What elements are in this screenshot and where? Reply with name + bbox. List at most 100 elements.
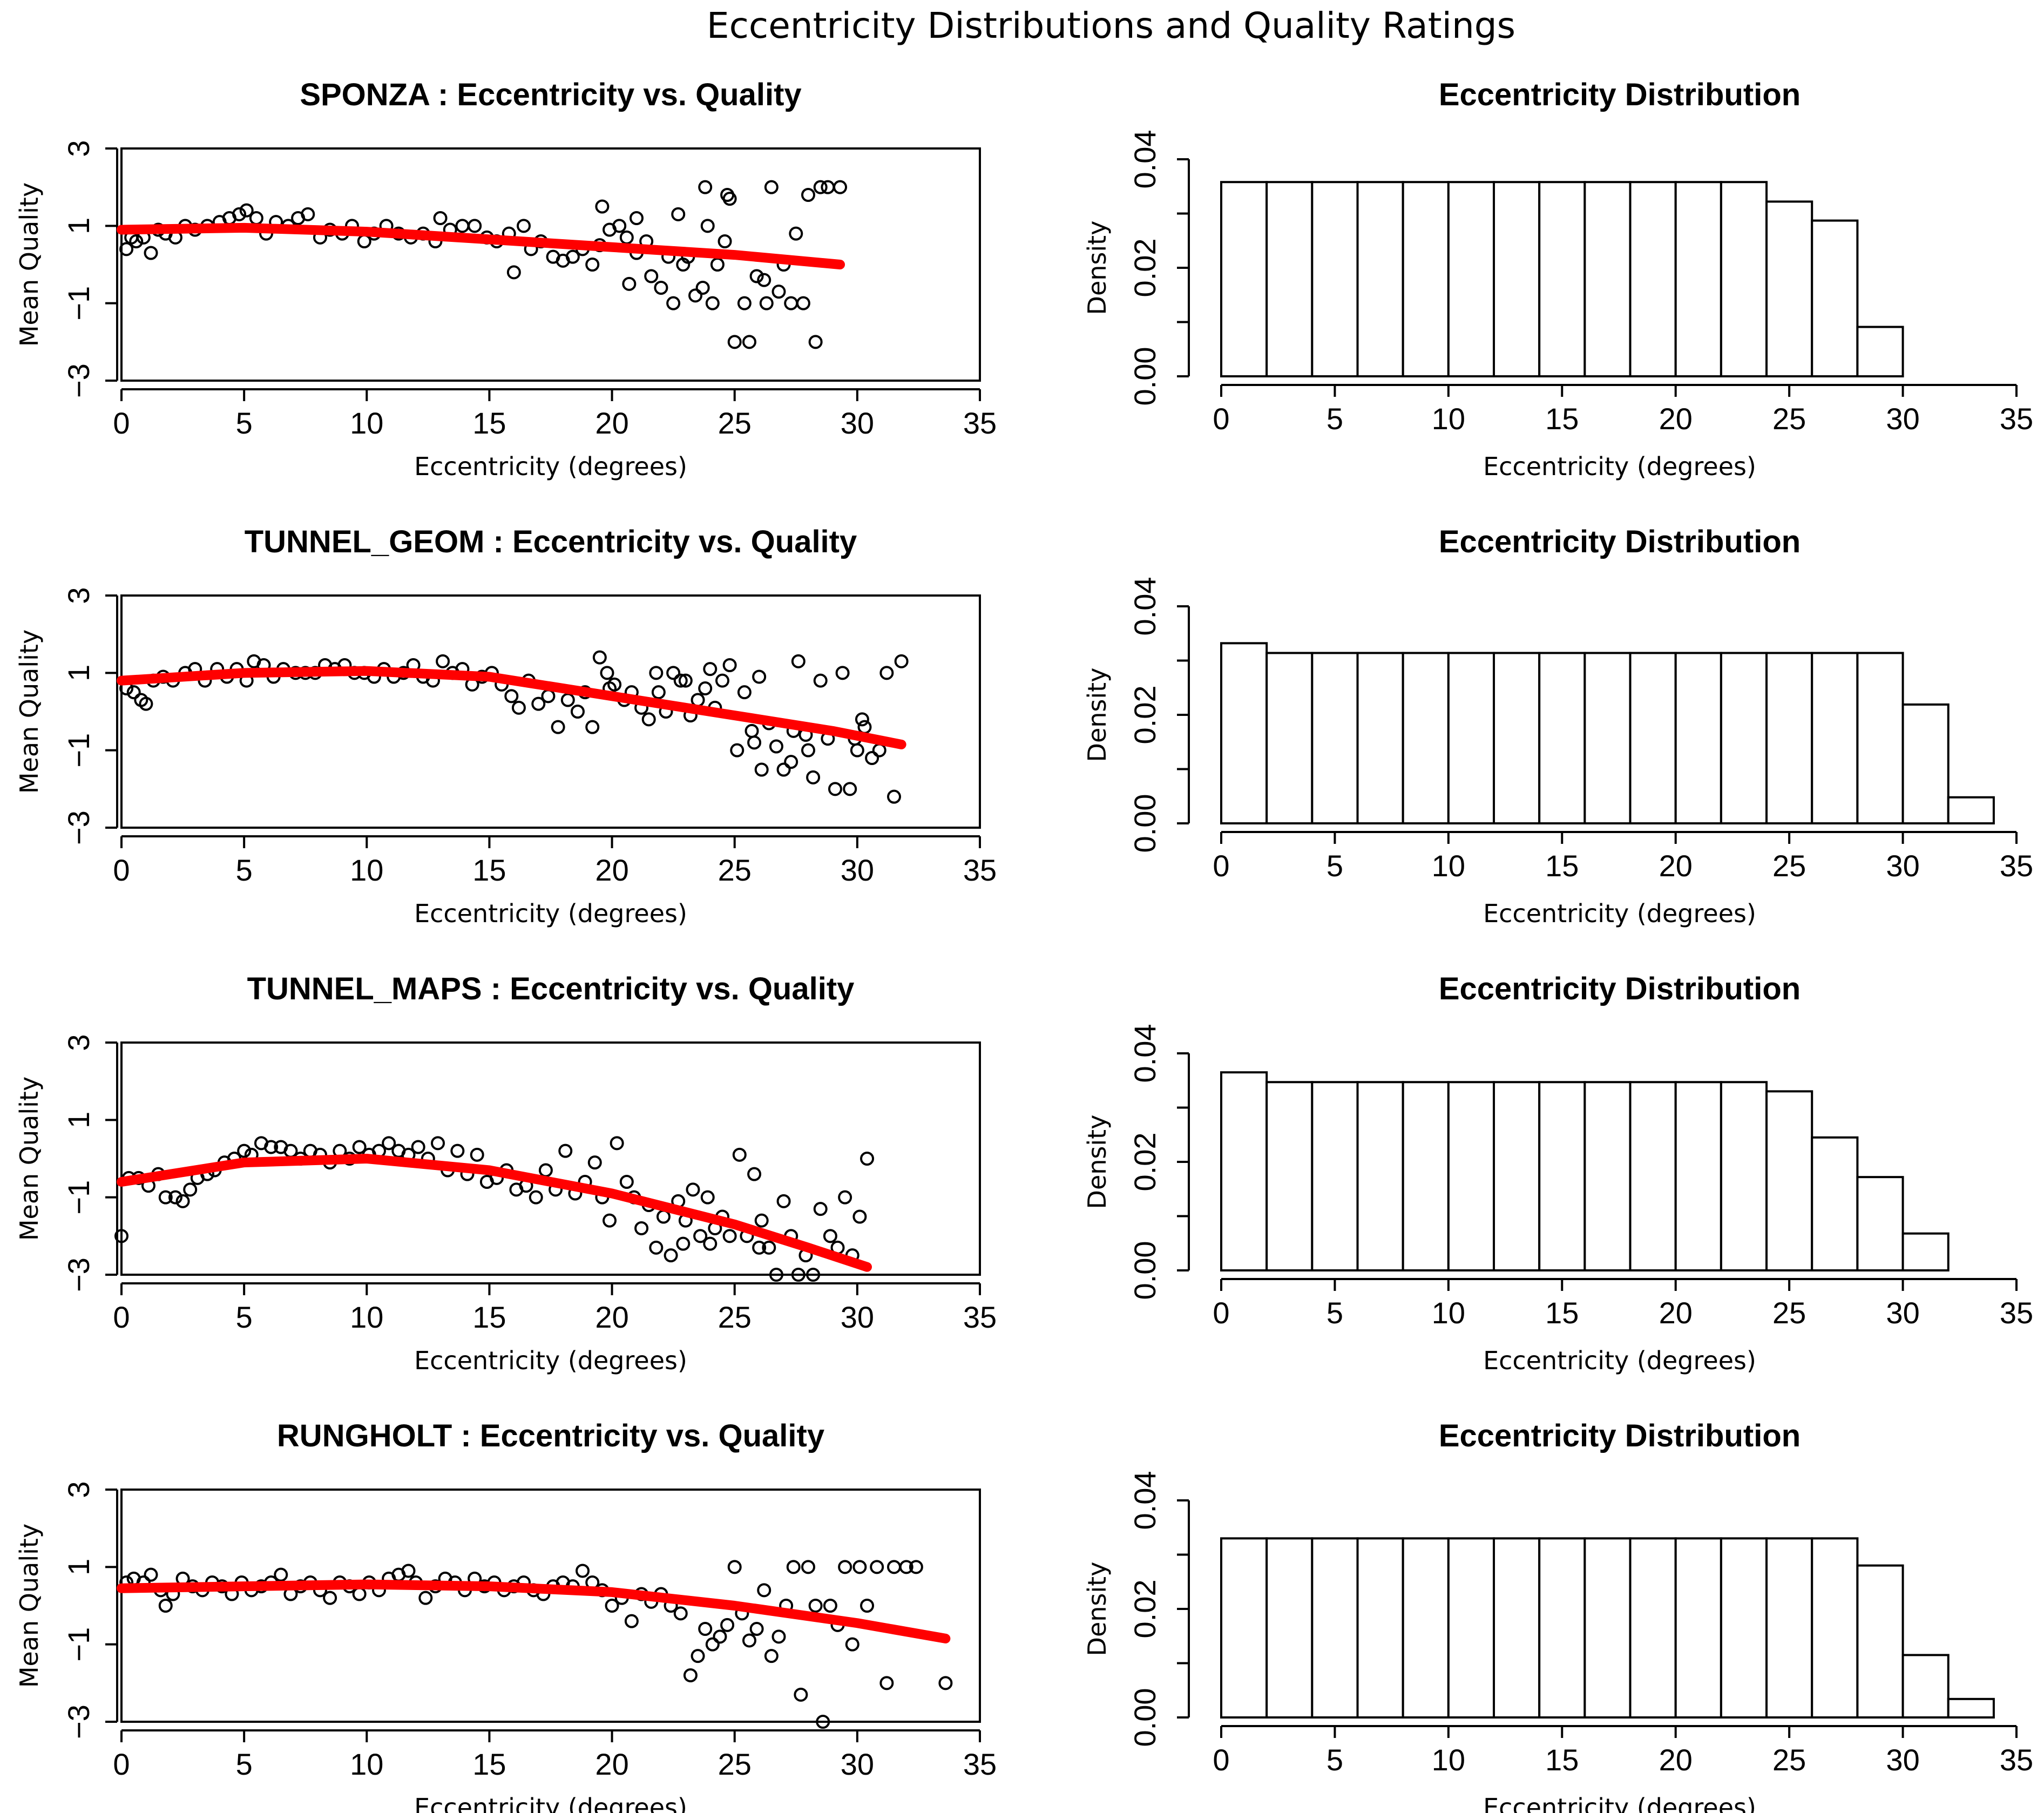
data-point	[813, 180, 828, 194]
data-point	[813, 673, 828, 688]
y-axis-label: Density	[1082, 668, 1112, 762]
data-point	[585, 720, 600, 734]
data-point	[806, 1268, 821, 1282]
data-point	[764, 180, 779, 194]
data-point	[239, 203, 254, 218]
data-point	[129, 234, 144, 248]
data-point	[730, 743, 744, 757]
data-point	[887, 789, 901, 804]
data-point	[705, 296, 720, 310]
data-point	[144, 246, 158, 260]
data-point	[168, 1190, 182, 1205]
x-tick-label: 0	[1213, 849, 1229, 883]
data-point	[641, 712, 656, 727]
x-tick-label: 5	[236, 1747, 253, 1781]
x-tick-label: 35	[2000, 1296, 2033, 1330]
histogram-bar	[1765, 652, 1813, 825]
y-axis-label: Mean Quality	[15, 182, 44, 347]
data-point	[771, 285, 786, 299]
histogram-bar	[1947, 1697, 1995, 1719]
x-tick-label: 15	[1545, 1743, 1579, 1777]
data-point	[676, 1236, 691, 1251]
data-point	[705, 1637, 720, 1652]
y-tick-label: 0.04	[1128, 1024, 1162, 1083]
scatter-panel-1: SPONZA : Eccentricity vs. Quality 0 5 10 15 2…	[15, 77, 997, 481]
data-point	[301, 207, 315, 221]
data-point	[879, 666, 894, 680]
histogram-bar	[1220, 1537, 1268, 1719]
histogram-panel-3: Eccentricity Distribution 0 5 10 15 20 25 30 35 E…	[1082, 971, 2033, 1375]
data-point	[119, 242, 134, 256]
data-point	[796, 296, 810, 310]
x-tick-label: 35	[963, 853, 997, 887]
data-point	[828, 782, 842, 796]
data-point	[698, 681, 713, 695]
data-point	[754, 762, 769, 777]
x-tick-label: 25	[718, 1747, 752, 1781]
data-point	[610, 1136, 624, 1151]
data-point	[720, 1618, 735, 1632]
y-axis-label: Mean Quality	[15, 1524, 44, 1688]
histogram-bar	[1583, 652, 1632, 825]
histogram-bar	[1538, 652, 1586, 825]
histogram-bar	[1493, 1537, 1541, 1719]
data-point	[531, 696, 546, 711]
data-point	[749, 1622, 764, 1636]
histogram-bar	[1856, 1176, 1904, 1271]
y-tick-label: 0.00	[1128, 1241, 1162, 1300]
data-point	[845, 1637, 859, 1652]
data-point	[158, 1599, 173, 1613]
data-point	[722, 1229, 737, 1243]
data-point	[654, 281, 668, 295]
data-point	[630, 211, 644, 225]
data-point	[813, 1202, 828, 1216]
data-point	[776, 762, 791, 777]
x-tick-label: 25	[718, 853, 752, 887]
data-point	[791, 654, 806, 668]
x-tick-label: 15	[1545, 1296, 1579, 1330]
x-tick-label: 20	[595, 1747, 628, 1781]
histogram-bar	[1311, 1537, 1359, 1719]
x-tick-label: 0	[1213, 402, 1229, 436]
histogram-bar	[1811, 1537, 1859, 1719]
data-point	[754, 1213, 769, 1228]
x-tick-label: 25	[1772, 1743, 1806, 1777]
x-tick-label: 25	[718, 406, 752, 440]
data-point	[732, 1147, 747, 1162]
x-tick-label: 15	[1545, 402, 1579, 436]
fit-line	[117, 1579, 951, 1643]
x-tick-label: 10	[1432, 402, 1465, 436]
y-tick-label: 1	[62, 665, 96, 681]
data-point	[585, 258, 600, 272]
data-point	[506, 265, 521, 280]
data-point	[806, 770, 821, 784]
y-axis-label: Density	[1082, 221, 1112, 315]
x-tick-label: 15	[472, 853, 506, 887]
x-axis-label: Eccentricity (degrees)	[414, 1346, 687, 1375]
x-tick-label: 20	[595, 1300, 628, 1334]
data-point	[870, 1560, 884, 1574]
y-tick-label: 0.04	[1128, 130, 1162, 189]
y-tick-label: −1	[62, 1180, 96, 1215]
histogram-title: Eccentricity Distribution	[1439, 524, 1801, 559]
histogram-bar	[1583, 1081, 1632, 1271]
y-tick-label: 0.02	[1128, 239, 1162, 297]
histogram-bar	[1493, 652, 1541, 825]
data-point	[703, 1236, 718, 1251]
data-point	[700, 219, 715, 233]
histogram-title: Eccentricity Distribution	[1439, 971, 1801, 1006]
x-tick-label: 10	[350, 1300, 383, 1334]
x-tick-label: 15	[1545, 849, 1579, 883]
data-point	[570, 705, 585, 719]
scatter-title: SPONZA : Eccentricity vs. Quality	[300, 77, 801, 112]
histogram-bar	[1447, 1081, 1495, 1271]
histogram-bar	[1720, 181, 1768, 377]
y-axis-label: Mean Quality	[15, 1077, 44, 1241]
x-tick-label: 35	[2000, 1743, 2033, 1777]
x-tick-label: 10	[350, 1747, 383, 1781]
data-point	[619, 1175, 634, 1189]
data-point	[801, 1560, 815, 1574]
data-point	[855, 712, 869, 727]
histogram-title: Eccentricity Distribution	[1439, 77, 1801, 112]
